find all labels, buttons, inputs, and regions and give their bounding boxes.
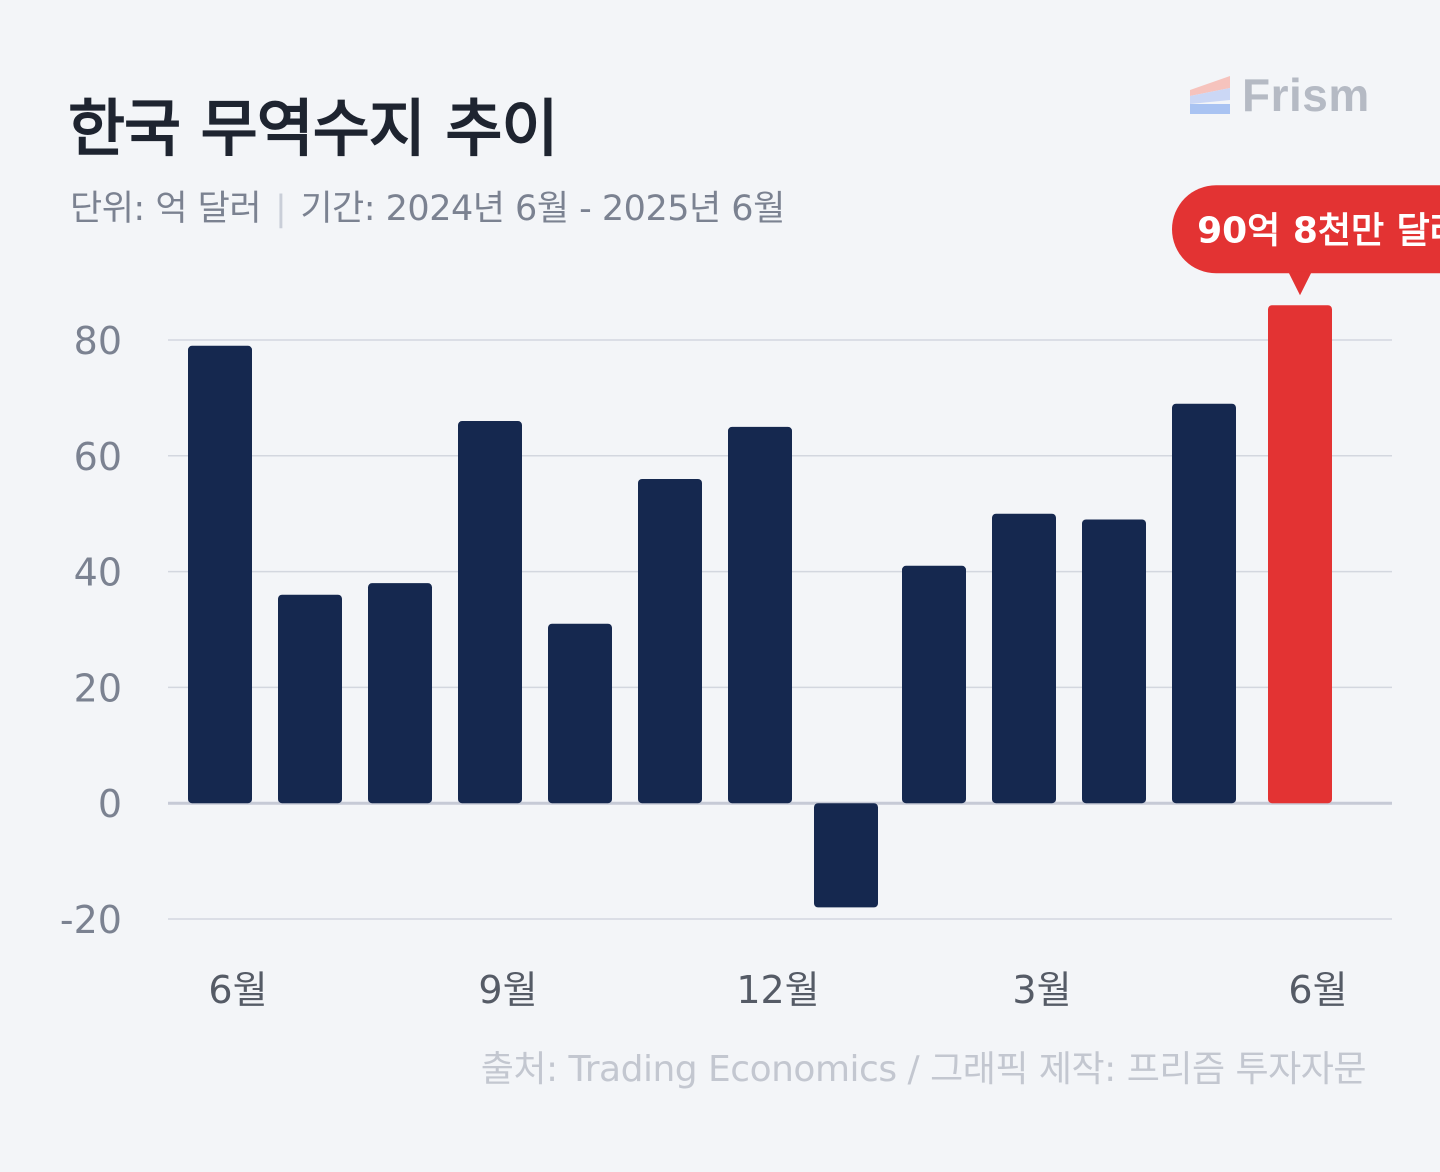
y-tick-label: 60 (74, 435, 122, 479)
x-tick-label: 6월 (1288, 968, 1347, 1012)
bar (278, 594, 342, 804)
x-tick-label: 3월 (1012, 968, 1071, 1012)
bar (814, 803, 878, 908)
logo-text: Frism (1242, 69, 1370, 121)
period-label: 기간: 2024년 6월 - 2025년 6월 (300, 189, 785, 229)
annotation-label: 90억 8천만 달러 (1197, 210, 1440, 251)
bar (548, 623, 612, 804)
bar (1082, 519, 1146, 804)
chart-title: 한국 무역수지 추이 (68, 92, 558, 165)
bar (458, 421, 522, 804)
y-tick-label: 40 (74, 551, 122, 595)
y-tick-label: 20 (74, 666, 122, 710)
bar (992, 513, 1056, 804)
y-tick-label: -20 (60, 898, 122, 942)
x-tick-label: 9월 (478, 968, 537, 1012)
x-tick-label: 12월 (736, 968, 819, 1012)
annotation-pointer (1288, 271, 1312, 296)
bar (728, 426, 792, 804)
y-tick-label: 80 (74, 319, 122, 363)
subtitle-separator: | (275, 189, 287, 229)
y-tick-label: 0 (98, 782, 122, 826)
bar (1172, 403, 1236, 804)
frism-prism-icon (1190, 76, 1230, 114)
highlight-bar (1268, 305, 1332, 804)
bar (368, 583, 432, 804)
bar (188, 345, 252, 804)
annotation-bubble (1172, 185, 1440, 274)
bar (638, 478, 702, 804)
x-tick-label: 6월 (208, 968, 267, 1012)
chart-subtitle: 단위: 억 달러 | 기간: 2024년 6월 - 2025년 6월 (70, 180, 785, 231)
bar (902, 565, 966, 804)
source-credit: 출처: Trading Economics / 그래픽 제작: 프리즘 투자자문 (480, 1049, 1367, 1090)
frism-logo: Frism (1190, 69, 1370, 121)
unit-label: 단위: 억 달러 (70, 189, 262, 229)
